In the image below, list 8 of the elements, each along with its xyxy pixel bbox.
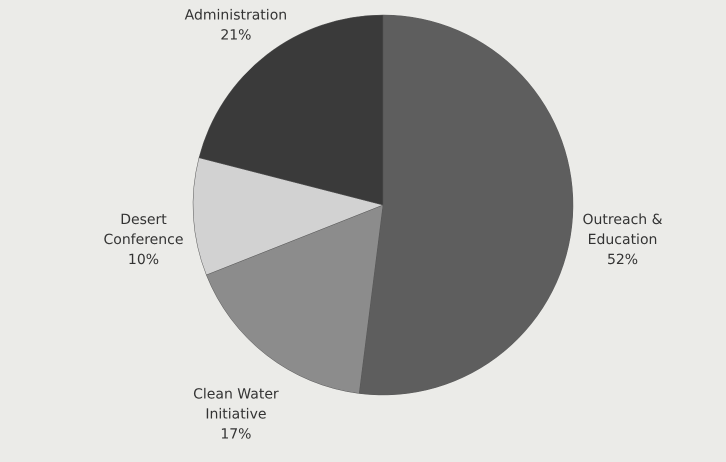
data-label: 17%	[220, 426, 252, 443]
data-label: 52%	[606, 252, 638, 268]
data-label: 10%	[128, 252, 160, 268]
slice-label: Clean Water Initiative	[193, 386, 279, 423]
slice-label: Outreach & Education	[582, 212, 663, 248]
slice-label: Desert Conference	[103, 212, 184, 248]
slice-label: Administration	[184, 7, 288, 24]
data-label: 21%	[220, 27, 252, 44]
